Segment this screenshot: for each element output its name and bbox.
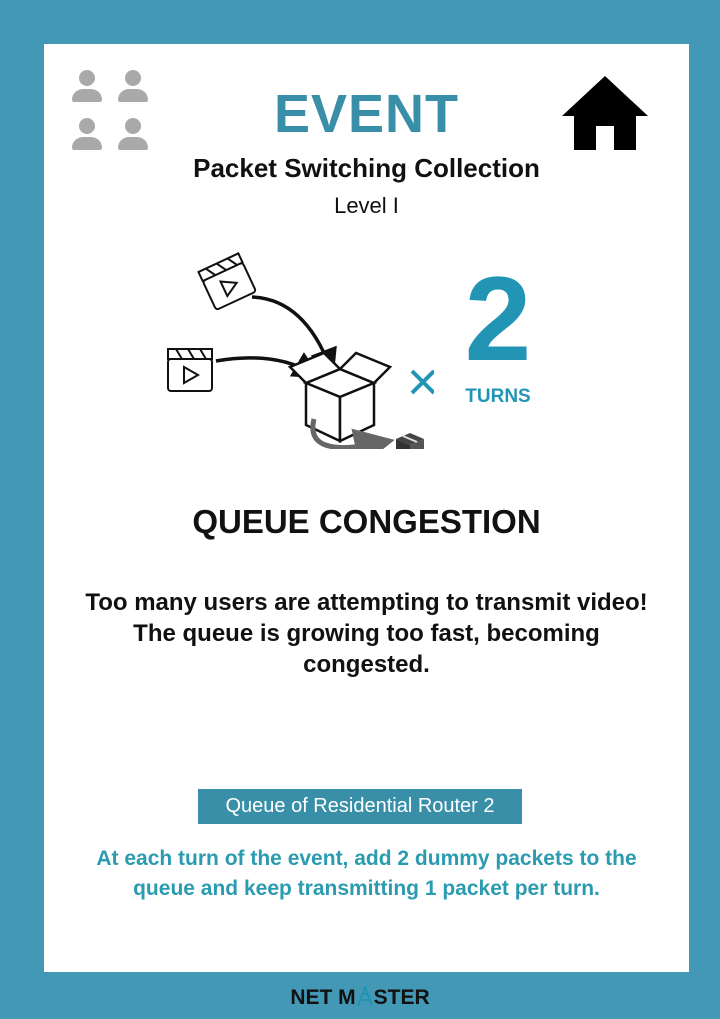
level-label: Level I bbox=[334, 193, 399, 218]
brand-logo: NET M STER bbox=[0, 985, 720, 1011]
turns-label: TURNS bbox=[465, 386, 531, 407]
tower-icon bbox=[356, 985, 374, 1007]
multiplier-icon bbox=[410, 369, 434, 395]
home-icon[interactable] bbox=[560, 74, 650, 159]
brand-text-right: STER bbox=[373, 986, 430, 1009]
brand-text-left: NET M bbox=[290, 986, 356, 1009]
video-clapperboard-icon bbox=[167, 348, 213, 392]
brand-bar: NET M STER bbox=[0, 975, 720, 1019]
small-packet-icon bbox=[396, 433, 424, 449]
event-name: QUEUE CONGESTION bbox=[192, 503, 541, 540]
event-card: EVENT Packet Switching Collection Level … bbox=[44, 44, 689, 972]
event-instruction: At each turn of the event, add 2 dummy p… bbox=[96, 847, 637, 900]
event-description: Too many users are attempting to transmi… bbox=[85, 589, 648, 678]
target-tag: Queue of Residential Router 2 bbox=[198, 789, 522, 824]
open-box-icon bbox=[287, 351, 393, 443]
queue-illustration bbox=[167, 252, 434, 449]
card-title: EVENT bbox=[273, 84, 460, 144]
video-clapperboard-icon bbox=[197, 252, 257, 311]
turns-count: 2 bbox=[464, 252, 532, 386]
collection-name: Packet Switching Collection bbox=[193, 153, 540, 183]
